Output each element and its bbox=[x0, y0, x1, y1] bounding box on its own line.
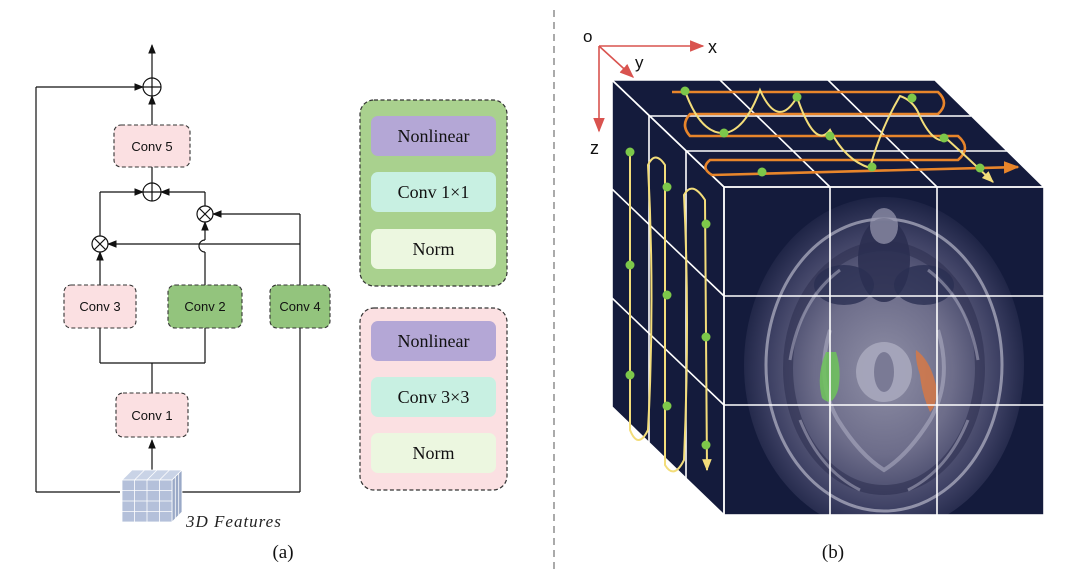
right-hippocampus-highlight bbox=[915, 350, 937, 412]
connection-lines bbox=[35, 44, 301, 493]
conv2-label: Conv 2 bbox=[184, 299, 225, 314]
axis-origin-label: o bbox=[583, 27, 592, 46]
conv3-label: Conv 3 bbox=[79, 299, 120, 314]
conv1-label: Conv 1 bbox=[131, 408, 172, 423]
yellow-scan-path bbox=[683, 87, 994, 183]
multiply-operator-right bbox=[196, 205, 214, 223]
input-label: 3D Features bbox=[185, 512, 282, 531]
panel-b: o x y z bbox=[583, 27, 1046, 563]
conv1-block: Conv 1 bbox=[115, 392, 189, 438]
axis-z-label: z bbox=[590, 138, 599, 158]
volume-cube bbox=[610, 78, 1046, 517]
conv4-block: Conv 4 bbox=[269, 284, 331, 329]
legend-green-nonlinear: Nonlinear bbox=[398, 126, 470, 146]
sum-operator-middle bbox=[142, 182, 162, 202]
sum-operator-top bbox=[142, 77, 162, 97]
axis-x-label: x bbox=[708, 37, 717, 57]
conv2-block: Conv 2 bbox=[167, 284, 243, 329]
conv4-label: Conv 4 bbox=[279, 299, 320, 314]
conv5-label: Conv 5 bbox=[131, 139, 172, 154]
conv5-block: Conv 5 bbox=[113, 124, 191, 168]
top-scan-paths bbox=[672, 87, 1020, 183]
vertical-scan-path bbox=[629, 150, 712, 473]
legend-spatial-block: Nonlinear Conv 3×3 Norm bbox=[359, 307, 508, 491]
mri-slice-image bbox=[744, 197, 1024, 515]
conv-blocks: Conv 5 Conv 3 Conv 2 Conv 4 Conv 1 bbox=[63, 124, 331, 438]
operators bbox=[91, 77, 214, 253]
scan-points bbox=[625, 86, 985, 450]
axis-y-label: y bbox=[635, 53, 644, 72]
panel-a: Conv 5 Conv 3 Conv 2 Conv 4 Conv 1 bbox=[35, 44, 508, 563]
feature-cube-icon bbox=[121, 469, 183, 523]
caption-b: (b) bbox=[822, 542, 844, 563]
legend-pink-nonlinear: Nonlinear bbox=[398, 331, 470, 351]
side-scan-paths bbox=[629, 150, 712, 473]
axis-indicator: o x y z bbox=[583, 27, 717, 158]
caption-a: (a) bbox=[272, 542, 293, 563]
legend-pointwise-block: Nonlinear Conv 1×1 Norm bbox=[359, 99, 508, 287]
legend-pink-conv: Conv 3×3 bbox=[398, 387, 470, 407]
conv3-block: Conv 3 bbox=[63, 284, 137, 329]
legend-green-norm: Norm bbox=[413, 239, 455, 259]
legend-green-conv: Conv 1×1 bbox=[398, 182, 470, 202]
legend-pink-norm: Norm bbox=[413, 443, 455, 463]
multiply-operator-left bbox=[91, 235, 109, 253]
